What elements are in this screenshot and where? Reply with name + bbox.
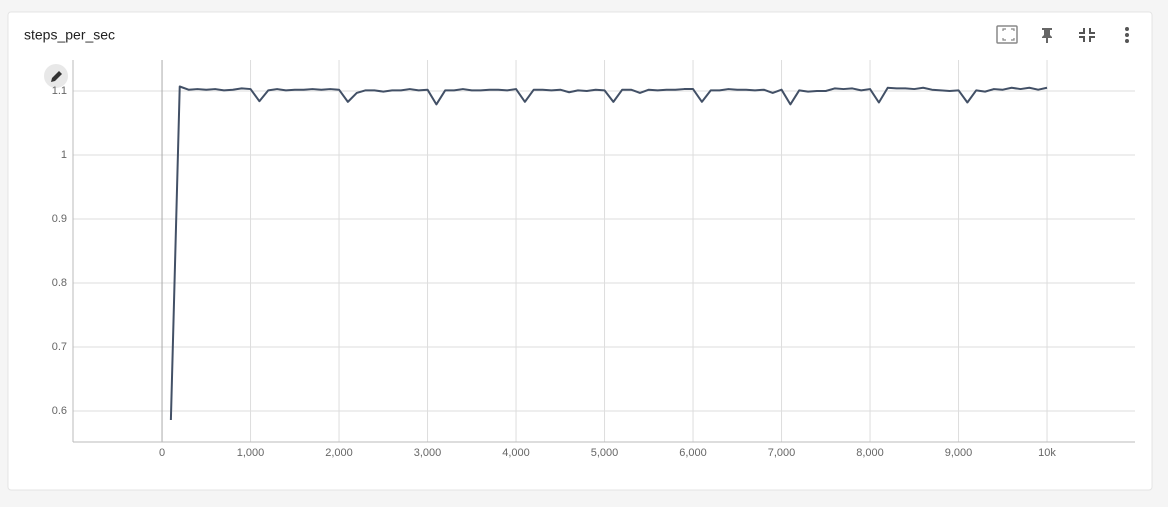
edit-button[interactable]: [44, 64, 68, 88]
x-tick-label: 3,000: [414, 447, 442, 459]
y-tick-label: 0.7: [52, 341, 67, 353]
menu-button[interactable]: [1125, 27, 1129, 43]
collapse-button[interactable]: [1079, 28, 1095, 42]
y-tick-label: 1.1: [52, 85, 67, 97]
card: [7, 11, 1153, 491]
y-tick-label: 0.8: [52, 277, 67, 289]
y-tick-label: 0.9: [52, 213, 67, 225]
y-tick-label: 1: [61, 149, 67, 161]
x-tick-label: 0: [159, 447, 165, 459]
pin-button[interactable]: [1042, 28, 1052, 43]
x-tick-label: 7,000: [768, 447, 796, 459]
x-tick-label: 10k: [1038, 447, 1056, 459]
x-tick-label: 9,000: [945, 447, 973, 459]
x-tick-label: 2,000: [325, 447, 353, 459]
x-tick-label: 5,000: [591, 447, 619, 459]
x-tick-label: 6,000: [679, 447, 707, 459]
x-tick-label: 4,000: [502, 447, 530, 459]
y-tick-label: 0.6: [52, 405, 67, 417]
x-tick-label: 1,000: [237, 447, 265, 459]
x-tick-label: 8,000: [856, 447, 884, 459]
chart-title: steps_per_sec: [24, 27, 115, 43]
line: [169, 85, 1048, 421]
fit-button[interactable]: [996, 25, 1018, 44]
